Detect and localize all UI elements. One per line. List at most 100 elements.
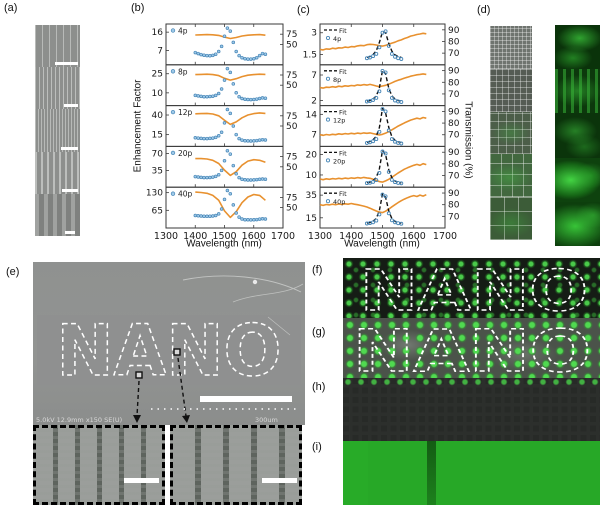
fluorescence-segment-3 (555, 113, 600, 158)
nano-dashed-outline: NANO (353, 318, 591, 378)
ef-point (202, 175, 206, 180)
ef-point (213, 213, 218, 218)
data-point (383, 194, 388, 199)
legend-marker (325, 117, 331, 122)
fluorescence-segment-5 (555, 201, 600, 247)
ef-point (243, 97, 247, 101)
sem-square-array (37, 315, 301, 385)
right-tick-label: 80 (448, 119, 460, 129)
ef-point (246, 218, 250, 222)
ef-point (234, 211, 238, 215)
overlay-segment-4 (490, 154, 532, 198)
ef-point (263, 52, 268, 56)
ef-point (257, 96, 262, 101)
ef-point (225, 107, 230, 112)
panel-label-h: (h) (312, 381, 326, 393)
legend-label: 8p (178, 67, 188, 76)
ef-point (208, 136, 212, 141)
ef-point (237, 136, 241, 141)
left-tick-label: 15 (306, 214, 317, 224)
ef-point (254, 217, 259, 222)
ef-point (249, 57, 253, 61)
right-tick-label: 50 (286, 40, 298, 50)
data-point (386, 169, 391, 174)
fluorescent-dot-row (343, 378, 600, 387)
ef-point (211, 175, 215, 179)
ef-point (219, 168, 224, 173)
ef-point (234, 91, 238, 95)
data-point (380, 68, 385, 73)
x-tick-label: 1600 (242, 231, 266, 242)
x-tick-label: 1500 (212, 231, 236, 242)
data-point (368, 55, 372, 60)
ef-point (196, 214, 200, 218)
ef-point (243, 217, 247, 222)
legend-marker (170, 191, 176, 196)
ef-point (231, 40, 236, 45)
x-tick-label: 1300 (154, 231, 178, 242)
data-point (374, 137, 379, 142)
ef-point (199, 175, 203, 180)
panel-label-a: (a) (4, 2, 18, 14)
ef-point (205, 94, 209, 99)
ef-point (222, 197, 227, 202)
ef-point (252, 218, 256, 222)
legend-label: 8p (333, 76, 341, 84)
legend-fit-label: Fit (339, 190, 347, 198)
ef-point (196, 51, 200, 56)
ef-point (205, 175, 209, 180)
data-point (380, 192, 385, 197)
data-point (374, 95, 379, 100)
data-point (389, 218, 394, 223)
right-tick-label: 90 (448, 26, 460, 36)
data-point (371, 179, 376, 184)
ef-point (263, 177, 268, 181)
ef-point (228, 111, 233, 116)
ef-point (211, 136, 215, 140)
data-point (380, 107, 385, 112)
data-point (389, 177, 394, 182)
ef-point (240, 96, 244, 101)
transmission-line-4p (195, 33, 266, 40)
left-tick-label: 10 (306, 171, 318, 181)
ef-point (260, 51, 265, 56)
legend-marker (170, 150, 176, 156)
sem-grating-segment-1 (35, 25, 80, 68)
legend-fit-label: Fit (339, 27, 347, 35)
fluorescence-segment-4 (555, 157, 600, 202)
ef-point (205, 136, 209, 141)
data-point (389, 137, 394, 142)
ef-point (202, 94, 206, 99)
legend-label: 20p (333, 157, 345, 165)
right-tick-label: 50 (286, 204, 298, 214)
panel-label-g: (g) (312, 326, 326, 338)
ef-point (216, 134, 221, 138)
ef-point (211, 53, 215, 58)
scale-bar (55, 62, 78, 66)
fluorescence-array-bright (343, 441, 600, 505)
ef-point (240, 55, 244, 60)
left-tick-label: 25 (152, 70, 163, 80)
ef-point (257, 53, 262, 58)
data-point (377, 170, 382, 175)
fluorescence-nano-panels: NANO NANO (343, 258, 600, 505)
ef-point (260, 137, 265, 142)
overlay-segment-2 (490, 68, 532, 112)
panel-label-b: (b) (131, 2, 145, 14)
ef-point (237, 94, 241, 99)
ef-point (219, 44, 224, 49)
legend-label: 12p (178, 108, 193, 117)
ef-point (246, 178, 250, 182)
ef-point (231, 203, 236, 207)
ef-point (246, 139, 250, 143)
data-point (364, 140, 369, 145)
legend-label: 40p (333, 198, 345, 206)
right-tick-label: 70 (448, 212, 460, 222)
ef-point (225, 26, 230, 30)
ef-point (196, 136, 200, 140)
ef-point (199, 214, 203, 218)
ef-point (260, 96, 265, 100)
ef-point (249, 139, 253, 143)
right-tick-label: 70 (448, 49, 460, 59)
panel-label-d: (d) (477, 4, 491, 16)
